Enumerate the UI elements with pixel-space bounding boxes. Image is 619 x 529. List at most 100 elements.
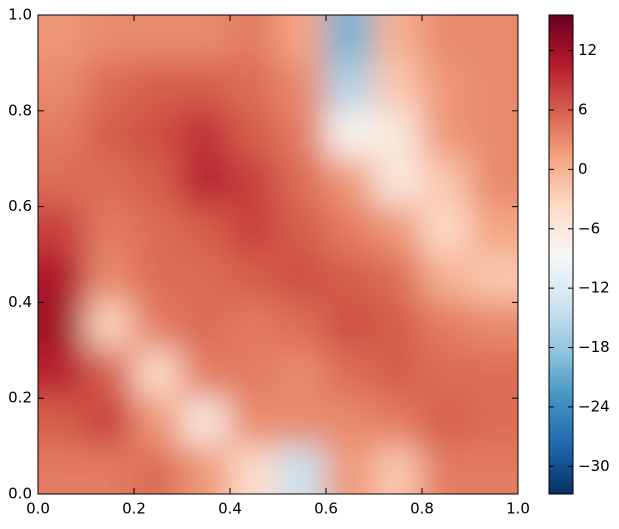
heatmap-cell [277,15,327,64]
heatmap-cell [469,15,518,64]
colorbar-tick-label: −30 [578,457,610,475]
heatmap-cell [469,157,518,208]
heatmap-cell [85,157,135,208]
y-tick-label: 0.4 [8,293,32,311]
heatmap-cell [181,445,231,494]
heatmap-cell [373,445,423,494]
heatmap-cell [373,349,423,400]
heatmap-cell [277,397,327,448]
heatmap-cell [277,157,327,208]
heatmap-cell [181,397,231,448]
heatmap-cell [85,109,135,160]
heatmap-cell [277,61,327,112]
colorbar [548,14,574,495]
heatmap-cell [133,397,183,448]
heatmap-cell [469,397,518,448]
heatmap-cell [133,15,183,64]
heatmap-cell [38,61,87,112]
heatmap-cell [373,253,423,304]
heatmap-cell [421,15,471,64]
heatmap-cell [229,109,279,160]
heatmap-cell [421,109,471,160]
heatmap-cell [373,397,423,448]
heatmap-cell [277,253,327,304]
x-tick-label: 0.0 [26,500,50,518]
heatmap-cell [38,301,87,352]
heatmap-cell [421,301,471,352]
heatmap-cell-pad [85,15,135,16]
heatmap-cell [85,205,135,256]
heatmap-cell [229,397,279,448]
heatmap-cell [325,397,375,448]
heatmap-cell [181,61,231,112]
heatmap-cell [133,445,183,494]
heatmap-cell [373,301,423,352]
heatmap-cell [469,61,518,112]
heatmap-cells [38,15,518,494]
heatmap-cell [133,157,183,208]
heatmap-cell [325,109,375,160]
heatmap-cell [421,205,471,256]
heatmap-cell [325,445,375,494]
heatmap-cell [229,349,279,400]
heatmap-cell [229,205,279,256]
heatmap-cell [38,445,87,494]
heatmap-cell [133,301,183,352]
heatmap-cell [181,253,231,304]
heatmap-cell [133,349,183,400]
heatmap-cell [469,205,518,256]
heatmap-cell [373,15,423,64]
plot-frame [37,14,519,495]
heatmap-cell [325,157,375,208]
heatmap-cell [85,301,135,352]
x-tick-label: 0.6 [314,500,338,518]
heatmap-cell [181,157,231,208]
heatmap-cell-pad [133,15,183,16]
heatmap-cell [229,157,279,208]
heatmap-cell-pad [133,15,183,16]
x-tick-label: 0.4 [218,500,242,518]
heatmap-cell [277,205,327,256]
heatmap-cell [373,109,423,160]
heatmap-cell [133,61,183,112]
heatmap-cell [277,301,327,352]
heatmap-cell-pad [181,15,231,16]
y-tick-label: 0.0 [8,485,32,503]
heatmap-cell-pad [229,15,279,16]
heatmap-cell [325,205,375,256]
heatmap-cell [421,157,471,208]
heatmap-cell [277,109,327,160]
x-tick-label: 0.2 [122,500,146,518]
colorbar-tick-label: −18 [578,338,610,356]
heatmap-cell [38,157,87,208]
heatmap-cell [325,61,375,112]
heatmap-cell [421,253,471,304]
heatmap-cell [85,253,135,304]
colorbar-tick-label: −6 [578,219,600,237]
heatmap-cell [277,445,327,494]
heatmap-cell [133,109,183,160]
colorbar-tick-label: 6 [578,101,588,119]
heatmap-cell [277,349,327,400]
heatmap-cell [229,61,279,112]
y-tick-label: 0.8 [8,101,32,119]
heatmap-cell [421,445,471,494]
heatmap-cell-pad [229,15,279,16]
heatmap-cell [181,15,231,64]
colorbar-tick-label: 0 [578,160,588,178]
y-tick-label: 0.2 [8,389,32,407]
heatmap-cell [38,205,87,256]
heatmap-cell-pad [277,15,327,16]
heatmap-cell [421,61,471,112]
heatmap-cell-pad [469,15,518,16]
heatmap-cell-pad [325,15,375,16]
heatmap-cell [229,253,279,304]
heatmap-cell [373,157,423,208]
heatmap-cell [229,301,279,352]
heatmap-cell [133,253,183,304]
heatmap-cell [133,205,183,256]
heatmap-cell [38,397,87,448]
heatmap-cell-pad [277,15,327,16]
colorbar-tick-label: −12 [578,279,610,297]
